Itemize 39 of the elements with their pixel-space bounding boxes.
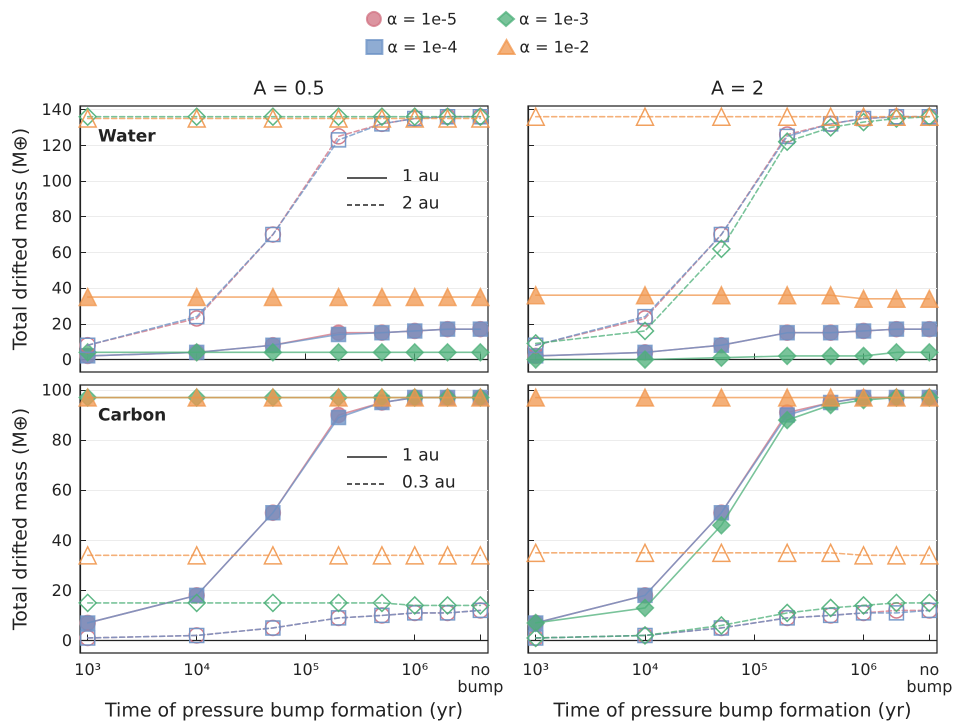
x-tick-label: 10⁴ <box>632 660 658 679</box>
legend-label: α = 1e-5 <box>386 10 458 28</box>
x-axis-title: Time of pressure bump formation (yr) <box>552 700 912 722</box>
y-axis-title: Total drifted mass (M⊕) <box>10 408 32 632</box>
chart-title: A = 0.5 <box>253 78 325 100</box>
y-tick-label: 100 <box>41 171 72 190</box>
x-tick-label: 10⁴ <box>183 660 210 679</box>
legend-label: α = 1e-2 <box>520 38 590 56</box>
annotation: 1 au <box>402 446 440 466</box>
x-tick-label: 10⁶ <box>850 660 877 679</box>
y-tick-label: 20 <box>52 580 72 600</box>
legend-label: α = 1e-4 <box>387 38 458 56</box>
annotation: Water <box>98 126 156 146</box>
annotation: Carbon <box>98 406 166 426</box>
chart-title: A = 2 <box>710 78 764 100</box>
y-tick-label: 80 <box>52 207 72 226</box>
x-axis-title: Time of pressure bump formation (yr) <box>104 700 463 722</box>
x-tick-label: 10³ <box>74 660 102 679</box>
y-tick-label: 60 <box>52 242 72 262</box>
y-tick-label: 40 <box>52 278 72 298</box>
x-tick-label: 10³ <box>522 660 550 679</box>
y-tick-label: 120 <box>41 136 72 155</box>
y-tick-label: 0 <box>62 630 72 650</box>
y-tick-label: 80 <box>52 430 72 450</box>
y-tick-label: 0 <box>62 350 72 370</box>
annotation: 0.3 au <box>402 472 456 492</box>
x-tick-label: no bump <box>906 660 952 696</box>
x-tick-label: no bump <box>457 660 504 696</box>
y-tick-label: 60 <box>52 480 72 500</box>
annotation: 2 au <box>402 194 440 214</box>
y-axis-title: Total drifted mass (M⊕) <box>10 128 32 352</box>
y-tick-label: 140 <box>41 100 72 120</box>
y-tick-label: 40 <box>52 530 72 550</box>
y-tick-label: 100 <box>41 380 72 400</box>
legend-label: α = 1e-3 <box>519 10 590 28</box>
x-tick-label: 10⁶ <box>401 660 428 679</box>
x-tick-label: 10⁵ <box>292 660 320 679</box>
x-tick-label: 10⁵ <box>740 660 768 679</box>
y-tick-label: 20 <box>52 314 72 334</box>
